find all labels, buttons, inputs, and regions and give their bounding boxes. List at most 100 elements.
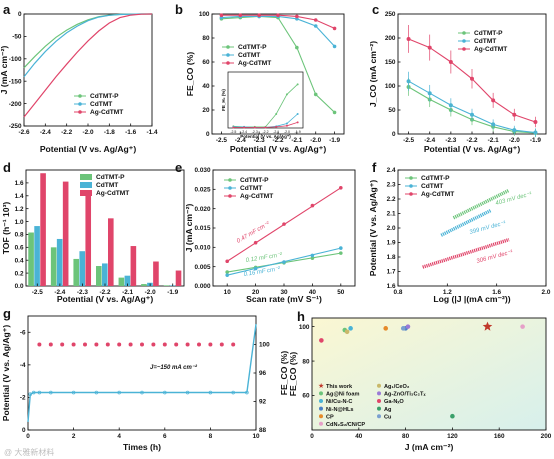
data-point bbox=[253, 266, 258, 271]
y-tick-label: 80 bbox=[302, 358, 310, 365]
legend-marker bbox=[319, 399, 323, 403]
tafel-line bbox=[440, 209, 492, 237]
y-tick-label: 0.030 bbox=[195, 167, 211, 174]
data-point bbox=[276, 13, 280, 17]
bar bbox=[73, 258, 80, 286]
data-point bbox=[339, 185, 343, 190]
x-tick-label: 1.2 bbox=[443, 289, 452, 296]
potential-point bbox=[117, 390, 121, 395]
legend-label: Ag₁/CeO₂ bbox=[384, 384, 410, 390]
legend-label: CdTMT bbox=[238, 52, 260, 59]
axes-frame bbox=[311, 317, 547, 431]
x-tick-label: -1.9 bbox=[167, 289, 178, 296]
data-point bbox=[313, 92, 318, 97]
inset-data-point bbox=[264, 126, 267, 129]
y-tick-label: -100 bbox=[9, 56, 22, 63]
series-line bbox=[23, 13, 152, 78]
x-tick-label: 8 bbox=[209, 433, 213, 440]
watermark-text: @ 大雅新材料 bbox=[4, 447, 54, 457]
x-tick-label: 10 bbox=[252, 433, 260, 440]
x-tick-label: 6 bbox=[163, 433, 167, 440]
y-tick-label: 2.2 bbox=[387, 196, 396, 203]
inset-x-tick-label: -2.2 bbox=[262, 130, 268, 134]
literature-point bbox=[450, 413, 455, 419]
y-tick-label: 0.020 bbox=[195, 206, 211, 213]
x-tick-label: 10 bbox=[224, 289, 232, 296]
legend-label: Ni-N@HLs bbox=[326, 407, 354, 413]
x-tick-label: -1.9 bbox=[329, 137, 340, 144]
x-tick-label: -2.5 bbox=[216, 137, 227, 144]
x-tick-label: -2.0 bbox=[310, 137, 321, 144]
legend-marker bbox=[319, 421, 323, 426]
y-tick-label: 40 bbox=[202, 83, 210, 90]
bar bbox=[40, 173, 46, 286]
inset-data-point bbox=[253, 126, 256, 129]
bar bbox=[130, 246, 137, 286]
y-tick-label: 2.3 bbox=[387, 182, 396, 189]
bar bbox=[153, 261, 159, 286]
series-line bbox=[23, 13, 153, 118]
legend-marker bbox=[409, 192, 413, 196]
axes-frame bbox=[27, 315, 257, 431]
legend-marker bbox=[226, 61, 230, 65]
y-tick-label: 60 bbox=[202, 59, 210, 66]
data-point bbox=[282, 260, 286, 264]
y-tick-label: 100 bbox=[259, 342, 270, 349]
y-tick-label: -250 bbox=[9, 123, 22, 130]
legend-swatch bbox=[80, 174, 92, 180]
bar bbox=[124, 275, 131, 286]
panel-a: -2.6 -2.4 -2.2 -2.0 -1.8 -1.6 -1.4 0 -50 -100 -150… bbox=[0, 2, 158, 154]
x-tick-label: 0 bbox=[310, 433, 314, 440]
data-point bbox=[282, 222, 286, 226]
legend-marker bbox=[226, 45, 230, 49]
tafel-slope-annotation: 399 mV dec⁻¹ bbox=[469, 221, 506, 236]
y-tick-label: -50 bbox=[12, 34, 22, 41]
y-axis-label: Potential (V vs. Ag/Ag⁺) bbox=[1, 325, 11, 422]
bar bbox=[85, 195, 92, 286]
y-tick-label: 80 bbox=[202, 35, 210, 42]
x-tick-label: -2.4 bbox=[54, 289, 65, 296]
x-tick-label: -1.4 bbox=[146, 129, 157, 136]
potential-point bbox=[231, 390, 235, 395]
x-tick-label: -2.2 bbox=[61, 129, 72, 136]
legend-marker bbox=[228, 178, 232, 182]
data-point bbox=[313, 24, 318, 28]
legend-label: Ag-CdTMT bbox=[474, 46, 507, 53]
slope-annotation: 0.12 mF cm⁻² bbox=[245, 252, 283, 264]
fe-co-point bbox=[197, 342, 201, 347]
y-tick-label: -200 bbox=[9, 101, 22, 108]
x-tick-label: -2.5 bbox=[32, 289, 43, 296]
legend-marker bbox=[462, 39, 466, 43]
bar bbox=[163, 285, 170, 286]
bar bbox=[56, 238, 63, 286]
bar bbox=[50, 247, 57, 286]
y-tick-label: 0.025 bbox=[195, 187, 211, 194]
y-axis-label: J (mA cm⁻²) bbox=[0, 46, 9, 95]
legend-label: Ag@Ni foam bbox=[326, 392, 359, 398]
bar bbox=[79, 251, 86, 286]
literature-point bbox=[383, 326, 389, 331]
potential-point bbox=[185, 390, 190, 395]
x-tick-label: 0.8 bbox=[394, 289, 403, 296]
legend-marker bbox=[377, 414, 381, 419]
x-tick-label: -2.4 bbox=[235, 137, 246, 144]
y-tick-label: 100 bbox=[299, 324, 310, 331]
bar bbox=[141, 284, 147, 286]
tafel-line bbox=[452, 188, 510, 220]
inset-data-point bbox=[232, 126, 235, 129]
fe-co-point bbox=[140, 342, 144, 347]
y-tick-label: 1.8 bbox=[387, 254, 396, 261]
panel-label: h bbox=[297, 309, 305, 324]
inset-data-point bbox=[296, 83, 299, 86]
legend-marker bbox=[228, 186, 232, 190]
legend-marker bbox=[78, 102, 82, 106]
tafel-slope-annotation: 306 mV dec⁻¹ bbox=[476, 250, 513, 265]
data-point bbox=[332, 26, 337, 31]
y-tick-label: 20 bbox=[202, 107, 210, 114]
inset-x-tick-label: -2.4 bbox=[241, 130, 247, 134]
fe-co-point bbox=[128, 342, 133, 347]
y-tick-label: 0.0 bbox=[15, 283, 24, 290]
data-point bbox=[225, 270, 229, 274]
bar bbox=[96, 266, 102, 286]
